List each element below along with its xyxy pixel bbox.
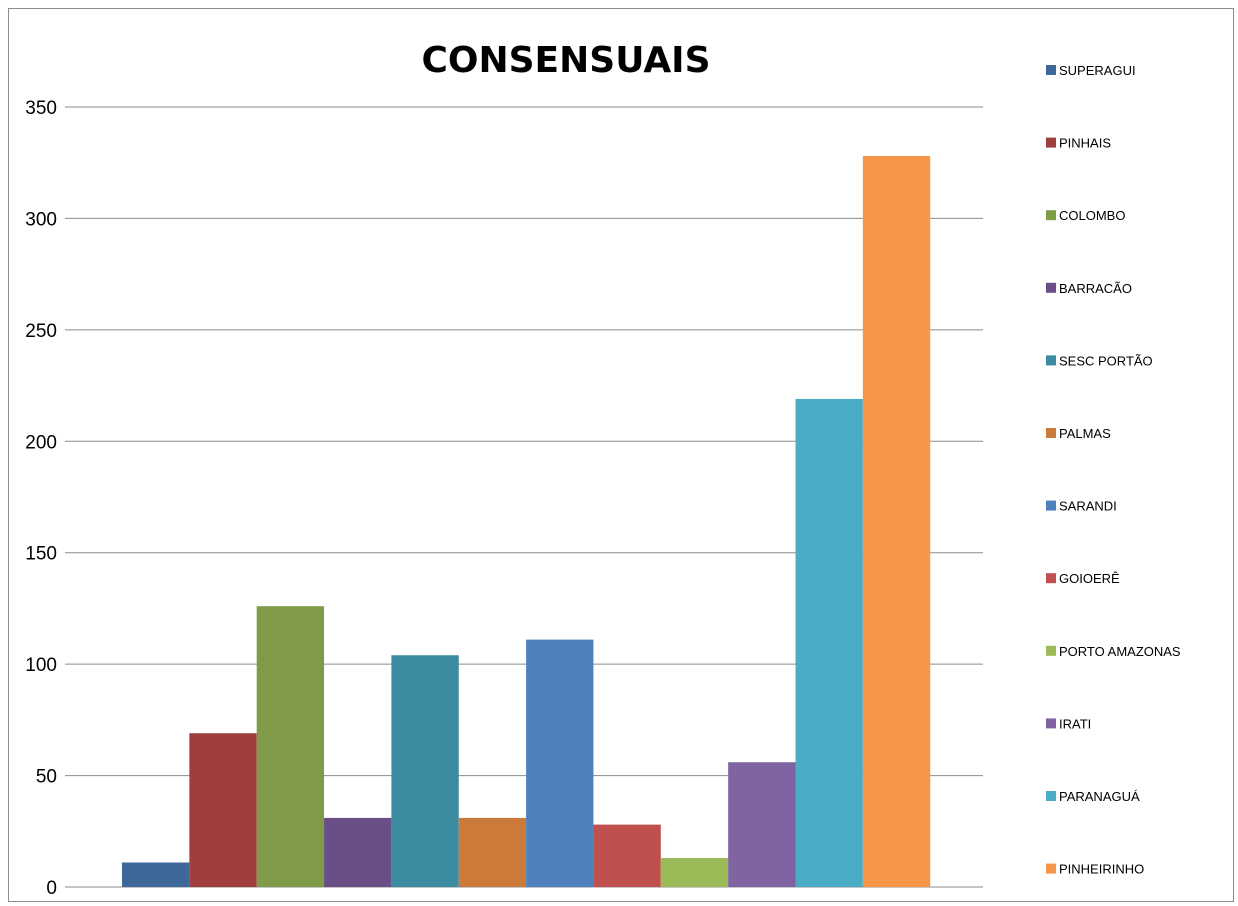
bar [862,156,931,887]
bar [728,762,796,887]
bar [391,655,459,887]
y-tick-label: 300 [25,209,57,230]
legend-label: SUPERAGUI [1059,63,1136,78]
bar [189,733,257,887]
legend-label: PARANAGUÁ [1059,789,1140,804]
legend: SUPERAGUI PINHAIS COLOMBO BARRACÃO SESC PORT… [1046,63,1181,877]
legend-item: PALMAS [1046,426,1111,441]
legend-label: BARRACÃO [1059,281,1132,296]
bar [593,824,661,887]
legend-label: SARANDI [1059,499,1117,514]
legend-label: IRATI [1059,716,1091,731]
legend-item: GOIOERÊ [1046,571,1120,586]
legend-label: PINHAIS [1059,136,1111,151]
bar [324,817,392,887]
legend-item: PORTO AMAZONAS [1046,644,1181,659]
bar [256,606,325,887]
legend-swatch [1046,718,1056,729]
legend-label: GOIOERÊ [1059,571,1120,586]
legend-item: BARRACÃO [1046,281,1132,296]
legend-label: PORTO AMAZONAS [1059,644,1181,659]
y-tick-label: 150 [25,544,57,565]
legend-swatch [1046,791,1056,801]
legend-item: PINHEIRINHO [1046,862,1144,877]
legend-swatch [1046,428,1056,438]
legend-swatch [1046,65,1056,75]
legend-swatch [1046,282,1056,293]
legend-swatch [1046,137,1056,148]
legend-swatch [1046,863,1056,874]
legend-item: SUPERAGUI [1046,63,1136,78]
bar [458,817,527,887]
legend-item: SARANDI [1046,499,1117,514]
bar [795,398,863,887]
legend-swatch [1046,210,1056,221]
bar [526,639,594,887]
y-tick-label: 200 [25,432,57,453]
legend-label: PALMAS [1059,426,1111,441]
y-tick-label: 350 [25,98,57,119]
y-tick-label: 250 [25,321,57,342]
y-axis-tick-labels: 0 50 100 150 200 250 300 350 [25,98,57,899]
legend-swatch [1046,355,1056,366]
y-tick-label: 50 [36,767,57,788]
legend-label: PINHEIRINHO [1059,862,1144,877]
legend-item: COLOMBO [1046,208,1125,223]
bar [660,858,729,887]
legend-swatch [1046,573,1056,584]
legend-swatch [1046,645,1056,656]
legend-label: SESC PORTÃO [1059,353,1153,368]
legend-item: PINHAIS [1046,136,1111,151]
legend-item: IRATI [1046,716,1091,731]
legend-label: COLOMBO [1059,208,1125,223]
legend-item: PARANAGUÁ [1046,789,1140,804]
y-tick-label: 100 [25,655,57,676]
bars [122,156,931,887]
y-tick-label: 0 [46,878,57,899]
legend-swatch [1046,500,1056,511]
chart-title: CONSENSUAIS [421,40,710,81]
legend-item: SESC PORTÃO [1046,353,1153,368]
bar [122,862,190,887]
